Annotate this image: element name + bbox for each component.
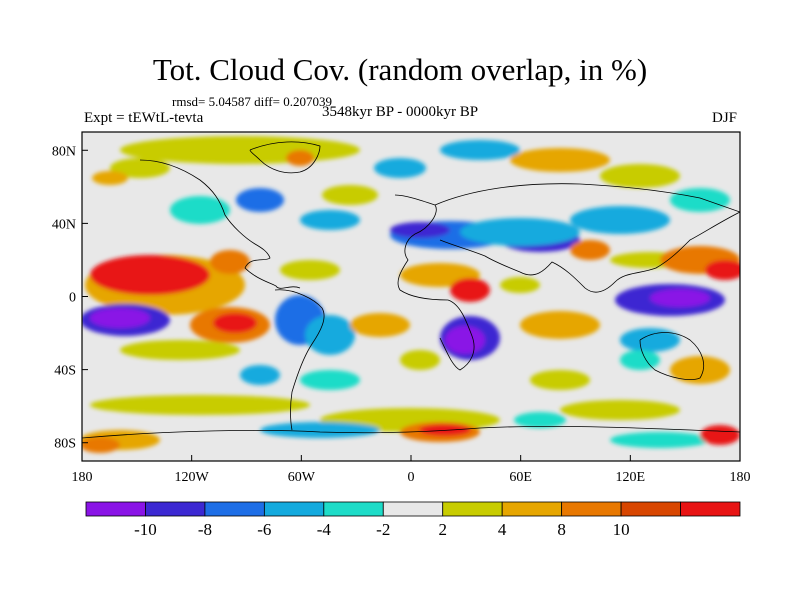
colorbar-swatch xyxy=(680,501,741,517)
coastlines xyxy=(82,141,740,439)
colorbar-swatch xyxy=(620,501,681,517)
colorbar-swatch xyxy=(204,501,265,517)
y-axis-ticks: 80N 40N 0 40S 80S xyxy=(52,144,88,452)
colorbar: -10 -8 -6 -4 -2 2 4 8 10 xyxy=(85,501,741,539)
x-tick-label: 0 xyxy=(408,470,415,485)
colorbar-label: -8 xyxy=(198,520,212,539)
cloud-cover-anomaly-field xyxy=(82,136,740,453)
colorbar-label: 8 xyxy=(557,520,566,539)
colorbar-swatch xyxy=(263,501,325,517)
colorbar-label: 10 xyxy=(613,520,630,539)
colorbar-swatch xyxy=(145,501,206,517)
colorbar-label: 2 xyxy=(438,520,447,539)
page-title: Tot. Cloud Cov. (random overlap, in %) xyxy=(152,52,648,87)
y-tick-label: 80S xyxy=(54,437,76,452)
colorbar-label: 4 xyxy=(498,520,507,539)
y-tick-label: 0 xyxy=(69,291,76,306)
x-tick-label: 180 xyxy=(730,470,751,485)
x-tick-label: 120E xyxy=(616,470,646,485)
colorbar-swatch xyxy=(442,501,503,517)
period-label: 3548kyr BP - 0000kyr BP xyxy=(322,104,479,120)
colorbar-swatch xyxy=(501,501,563,517)
colorbar-swatch xyxy=(561,501,622,517)
colorbar-label: -10 xyxy=(134,520,157,539)
x-axis-ticks: 180 120W 60W 0 60E 120E 180 xyxy=(72,455,751,485)
x-tick-label: 180 xyxy=(72,470,93,485)
y-tick-label: 40N xyxy=(52,217,76,232)
colorbar-label: -6 xyxy=(257,520,271,539)
y-tick-label: 80N xyxy=(52,144,76,159)
x-tick-label: 120W xyxy=(175,470,210,485)
colorbar-swatch xyxy=(85,501,146,517)
experiment-label: Expt = tEWtL-tevta xyxy=(84,110,204,126)
season-label: DJF xyxy=(712,110,738,126)
colorbar-swatch xyxy=(382,501,444,517)
colorbar-label: -4 xyxy=(317,520,332,539)
x-tick-label: 60W xyxy=(288,470,316,485)
rmsd-diff-stats: rmsd= 5.04587 diff= 0.207039 xyxy=(172,94,332,109)
colorbar-swatch xyxy=(323,501,384,517)
x-tick-label: 60E xyxy=(509,470,532,485)
colorbar-label: -2 xyxy=(376,520,390,539)
y-tick-label: 40S xyxy=(54,364,76,379)
